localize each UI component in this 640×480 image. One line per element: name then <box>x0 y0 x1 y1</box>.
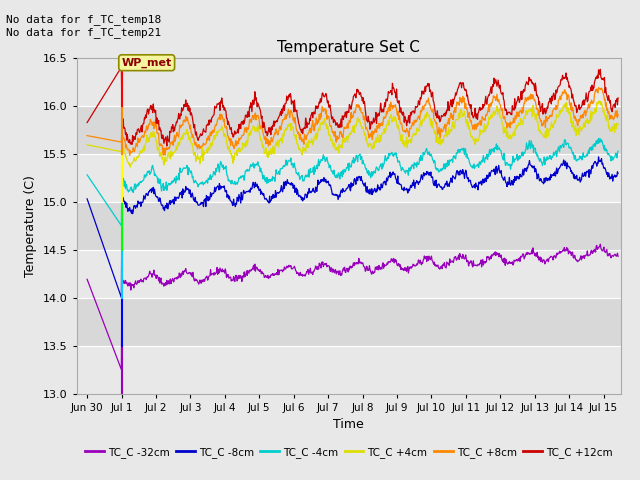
Text: WP_met: WP_met <box>122 58 172 68</box>
Bar <box>77 250 621 298</box>
Bar <box>77 346 621 394</box>
Bar <box>77 106 621 154</box>
Bar <box>77 202 621 250</box>
Y-axis label: Temperature (C): Temperature (C) <box>24 175 38 276</box>
Legend: TC_C -32cm, TC_C -8cm, TC_C -4cm, TC_C +4cm, TC_C +8cm, TC_C +12cm: TC_C -32cm, TC_C -8cm, TC_C -4cm, TC_C +… <box>81 443 617 462</box>
Bar <box>77 154 621 202</box>
Bar <box>77 58 621 106</box>
Title: Temperature Set C: Temperature Set C <box>277 40 420 55</box>
Bar <box>77 298 621 346</box>
Text: No data for f_TC_temp18
No data for f_TC_temp21: No data for f_TC_temp18 No data for f_TC… <box>6 14 162 38</box>
X-axis label: Time: Time <box>333 418 364 431</box>
